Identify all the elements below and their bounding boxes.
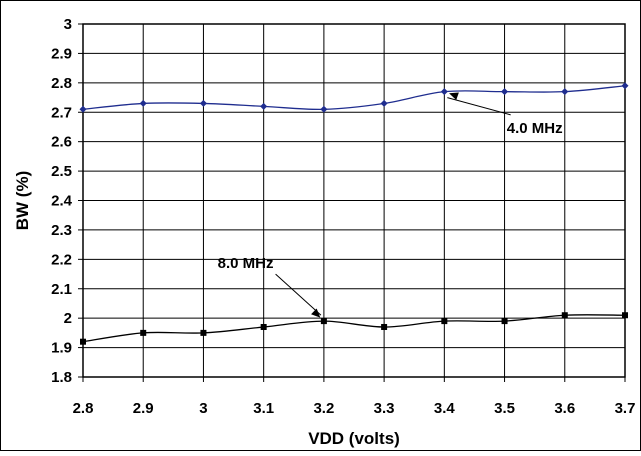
series-1-point	[381, 323, 388, 330]
x-tick-label: 2.9	[133, 400, 154, 417]
annotations: 4.0 MHz 8.0 MHz	[218, 92, 563, 318]
x-tick-label: 3.5	[494, 400, 515, 417]
y-tick-label: 2.6	[51, 134, 72, 151]
series-1-line	[82, 314, 626, 343]
y-tick-label: 2.5	[51, 163, 72, 180]
annotation-label: 8.0 MHz	[218, 255, 274, 272]
series-0-point	[501, 88, 509, 96]
tick-labels: 1.8 1.9 2 2.1 2.2 2.3 2.4 2.5 2.6 2.7 2.8 2.9 3 2.8 2.…	[51, 16, 635, 417]
series-0-point	[440, 88, 448, 96]
y-tick-label: 2.9	[51, 45, 72, 62]
annotation-arrow	[447, 97, 511, 116]
series-1-point	[200, 329, 207, 336]
series-1-point	[622, 312, 628, 319]
series-0-point	[621, 82, 629, 90]
series-1-point	[260, 323, 267, 330]
series-1-point	[140, 329, 147, 336]
series-1-point	[441, 318, 448, 325]
series-0-point	[561, 88, 569, 96]
series-layer	[79, 82, 629, 345]
annotation-arrow	[275, 273, 322, 316]
series-0-point	[139, 99, 147, 107]
x-tick-label: 3.4	[434, 400, 456, 417]
series-1-point	[80, 338, 86, 345]
annotation-arrowhead	[449, 92, 459, 101]
y-tick-label: 2.7	[51, 104, 72, 121]
y-tick-label: 1.9	[51, 340, 72, 357]
y-axis-title: BW (%)	[13, 171, 32, 230]
series-0-line	[82, 85, 626, 111]
series-0-point	[199, 99, 207, 107]
x-tick-label: 3	[199, 400, 207, 417]
annotation-label: 4.0 MHz	[507, 120, 563, 137]
series-1-point	[320, 318, 327, 325]
x-tick-label: 2.8	[73, 400, 94, 417]
y-tick-label: 2	[64, 310, 72, 327]
series-0-point	[380, 99, 388, 107]
series-0-point	[260, 102, 268, 110]
y-tick-label: 2.4	[51, 193, 73, 210]
series-0-point	[79, 105, 87, 113]
annotation-arrowhead	[311, 308, 321, 318]
x-tick-label: 3.1	[253, 400, 274, 417]
x-axis-title: VDD (volts)	[308, 429, 400, 448]
x-tick-label: 3.2	[313, 400, 334, 417]
y-tick-label: 2.8	[51, 75, 72, 92]
x-tick-label: 3.6	[554, 400, 575, 417]
plot-area	[82, 23, 626, 378]
series-1-point	[501, 318, 508, 325]
y-tick-label: 2.3	[51, 222, 72, 239]
y-tick-label: 1.8	[51, 369, 72, 386]
x-tick-label: 3.3	[374, 400, 395, 417]
y-tick-label: 3	[64, 16, 72, 33]
series-0-point	[320, 105, 328, 113]
series-1-point	[561, 312, 568, 319]
y-tick-label: 2.1	[51, 281, 72, 298]
y-tick-label: 2.2	[51, 251, 72, 268]
x-tick-label: 3.7	[615, 400, 636, 417]
